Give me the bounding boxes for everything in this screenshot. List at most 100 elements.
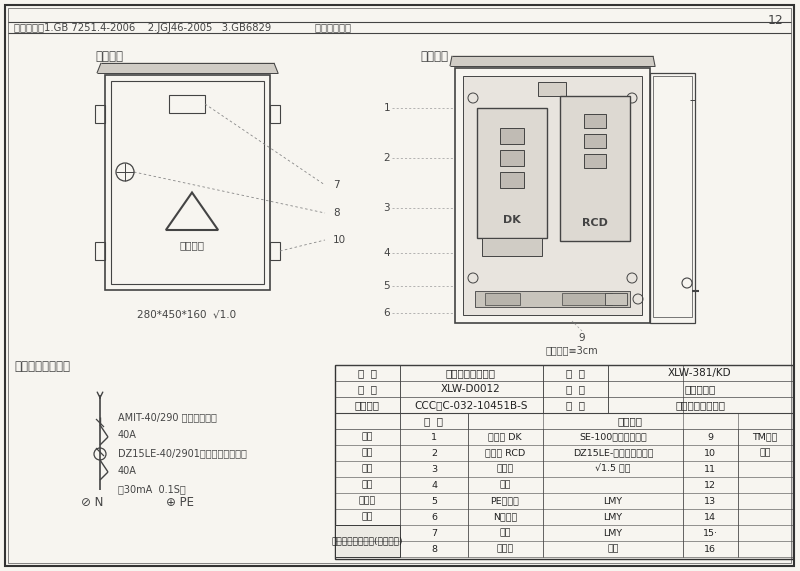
Text: 试验报告: 试验报告 bbox=[354, 400, 379, 410]
Text: 16: 16 bbox=[704, 545, 716, 553]
Text: 1: 1 bbox=[431, 432, 437, 441]
Text: 12: 12 bbox=[767, 14, 783, 27]
Text: 8: 8 bbox=[333, 208, 340, 218]
Bar bbox=[270, 242, 280, 260]
Text: LMY: LMY bbox=[603, 529, 622, 537]
Bar bbox=[560, 96, 630, 241]
Bar bbox=[335, 525, 400, 557]
Text: 执行标准：1.GB 7251.4-2006    2.JGJ46-2005   3.GB6829              壳体颜色：黄: 执行标准：1.GB 7251.4-2006 2.JGJ46-2005 3.GB6… bbox=[14, 23, 351, 33]
Text: 建筑施工用配电箱: 建筑施工用配电箱 bbox=[446, 368, 496, 378]
Text: 审核: 审核 bbox=[362, 481, 373, 489]
Text: 9: 9 bbox=[578, 333, 586, 343]
Text: 主要配件: 主要配件 bbox=[618, 416, 642, 426]
Text: 设计: 设计 bbox=[362, 432, 373, 441]
Text: 40A: 40A bbox=[118, 430, 137, 440]
Text: CCC：C-032-10451B-S: CCC：C-032-10451B-S bbox=[414, 400, 528, 410]
Text: 哈尔滨市龙瑞电气(成套设备): 哈尔滨市龙瑞电气(成套设备) bbox=[331, 537, 402, 545]
Text: 280*450*160  √1.0: 280*450*160 √1.0 bbox=[138, 310, 237, 320]
Text: √1.5 折边: √1.5 折边 bbox=[595, 464, 630, 474]
Bar bbox=[455, 68, 650, 323]
Text: 日期: 日期 bbox=[362, 513, 373, 521]
Text: 10: 10 bbox=[333, 235, 346, 245]
Text: 1: 1 bbox=[383, 103, 390, 113]
Text: 校核: 校核 bbox=[362, 464, 373, 473]
Text: PE线端子: PE线端子 bbox=[490, 497, 519, 505]
Bar bbox=[584, 134, 606, 148]
Text: 用  途: 用 途 bbox=[566, 400, 585, 410]
Text: 标牌: 标牌 bbox=[499, 529, 510, 537]
Text: 5: 5 bbox=[383, 281, 390, 291]
Text: 电器连接原理图：: 电器连接原理图： bbox=[14, 360, 70, 373]
Text: XLW-381/KD: XLW-381/KD bbox=[668, 368, 732, 378]
Bar bbox=[500, 128, 524, 144]
Bar bbox=[270, 105, 280, 123]
Text: SE-100系列透明开关: SE-100系列透明开关 bbox=[579, 432, 647, 441]
Bar bbox=[584, 154, 606, 168]
Bar bbox=[538, 82, 566, 96]
Text: 压把锁: 压把锁 bbox=[496, 545, 514, 553]
Bar bbox=[482, 238, 542, 256]
Text: ⊕ PE: ⊕ PE bbox=[166, 497, 194, 509]
Text: 10: 10 bbox=[704, 448, 716, 457]
Bar bbox=[335, 365, 793, 559]
Bar bbox=[500, 172, 524, 188]
Text: 12: 12 bbox=[704, 481, 716, 489]
Text: DZ15LE-透明系列漏电开: DZ15LE-透明系列漏电开 bbox=[573, 448, 654, 457]
Text: 名  称: 名 称 bbox=[358, 368, 377, 378]
Text: 2: 2 bbox=[383, 153, 390, 163]
Text: 序  号: 序 号 bbox=[425, 416, 443, 426]
Text: 4: 4 bbox=[383, 248, 390, 258]
Text: 图  号: 图 号 bbox=[358, 384, 377, 394]
Bar bbox=[475, 291, 630, 307]
Text: LMY: LMY bbox=[603, 497, 622, 505]
Text: 外型图：: 外型图： bbox=[95, 50, 123, 63]
Text: 照明开关箱: 照明开关箱 bbox=[684, 384, 716, 394]
Text: 制图: 制图 bbox=[362, 448, 373, 457]
Text: 排耳: 排耳 bbox=[759, 448, 770, 457]
Polygon shape bbox=[97, 63, 278, 73]
Text: 14: 14 bbox=[704, 513, 716, 521]
Bar bbox=[500, 150, 524, 166]
Bar bbox=[95, 242, 105, 260]
Text: 4: 4 bbox=[431, 481, 437, 489]
Text: （30mA  0.1S）: （30mA 0.1S） bbox=[118, 484, 186, 494]
Text: 13: 13 bbox=[704, 497, 716, 505]
Bar bbox=[105, 75, 270, 290]
Bar bbox=[463, 76, 642, 315]
Text: 线夹: 线夹 bbox=[499, 481, 510, 489]
Text: 规  格: 规 格 bbox=[566, 384, 585, 394]
Text: 装配图：: 装配图： bbox=[420, 50, 448, 63]
Bar bbox=[650, 73, 695, 323]
Bar bbox=[653, 76, 692, 317]
Bar bbox=[584, 114, 606, 128]
Text: 6: 6 bbox=[383, 308, 390, 318]
Bar bbox=[485, 293, 520, 305]
Text: 3: 3 bbox=[383, 203, 390, 213]
Text: DK: DK bbox=[503, 215, 521, 225]
Text: TM连接: TM连接 bbox=[752, 432, 778, 441]
Text: 断路器 RCD: 断路器 RCD bbox=[485, 448, 525, 457]
Text: 11: 11 bbox=[704, 464, 716, 473]
Text: 7: 7 bbox=[333, 180, 340, 190]
Text: 3: 3 bbox=[431, 464, 437, 473]
Text: 元件间距≡3cm: 元件间距≡3cm bbox=[546, 345, 598, 355]
Text: LMY: LMY bbox=[603, 513, 622, 521]
Bar bbox=[95, 105, 105, 123]
Bar bbox=[605, 293, 627, 305]
Bar bbox=[169, 95, 205, 113]
Text: 5: 5 bbox=[431, 497, 437, 505]
Text: 7: 7 bbox=[431, 529, 437, 537]
Polygon shape bbox=[450, 56, 655, 66]
Text: 40A: 40A bbox=[118, 466, 137, 476]
Text: 防雨: 防雨 bbox=[607, 545, 618, 553]
Text: DZ15LE-40/2901（透明漏电开关）: DZ15LE-40/2901（透明漏电开关） bbox=[118, 448, 247, 458]
Text: 断路器 DK: 断路器 DK bbox=[488, 432, 522, 441]
Text: AMIT-40/290 （透明空开）: AMIT-40/290 （透明空开） bbox=[118, 412, 217, 422]
Text: 2: 2 bbox=[431, 448, 437, 457]
Text: 施工现场照明配电: 施工现场照明配电 bbox=[675, 400, 725, 410]
Bar bbox=[111, 81, 264, 284]
Text: 9: 9 bbox=[707, 432, 713, 441]
Text: 安装板: 安装板 bbox=[496, 464, 514, 473]
Bar bbox=[477, 108, 547, 238]
Bar bbox=[562, 293, 612, 305]
